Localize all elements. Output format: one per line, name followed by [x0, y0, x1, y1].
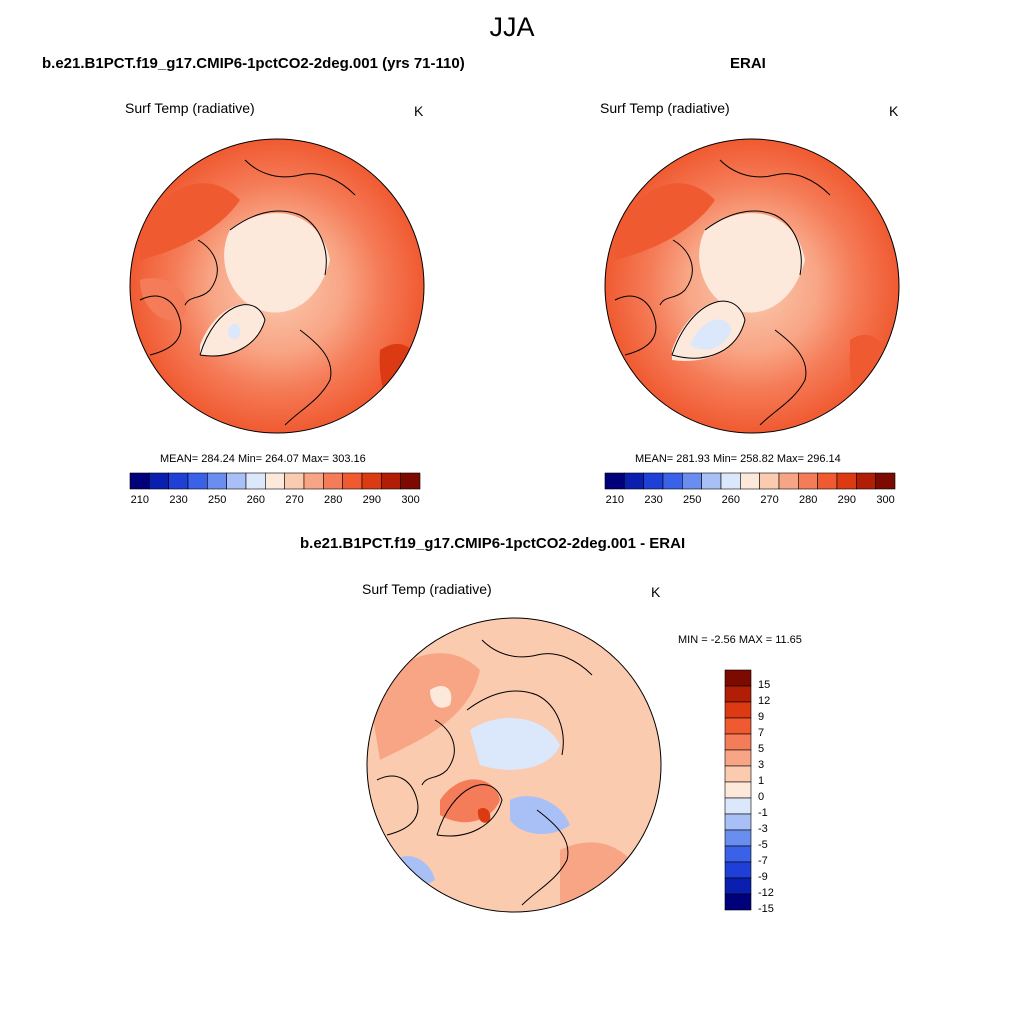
colorbar-tick-label: 260 [246, 494, 266, 506]
colorbar-tick-label: 230 [169, 494, 188, 506]
colorbar-swatch [361, 472, 382, 490]
colorbar-swatch [724, 845, 752, 863]
colorbar-tick-label: 7 [758, 727, 765, 739]
colorbar-swatch [724, 749, 752, 767]
colorbar-swatch [226, 472, 247, 490]
colorbar-tick-label: 280 [799, 494, 818, 506]
colorbar-swatch [724, 669, 752, 687]
colorbar-tick-label: 0 [758, 791, 765, 803]
colorbar-swatch [759, 472, 780, 490]
colorbar-tick-label: 260 [721, 494, 741, 506]
colorbar-swatch [265, 472, 285, 490]
colorbar-swatch [323, 472, 343, 490]
obs-colorbar [604, 472, 896, 490]
colorbar-tick-label: 280 [324, 494, 343, 506]
colorbar-swatch [724, 861, 752, 879]
obs-stats: MEAN= 281.93 Min= 258.82 Max= 296.14 [635, 453, 841, 465]
colorbar-tick-label: 290 [837, 494, 857, 506]
colorbar-swatch [836, 472, 857, 490]
colorbar-swatch [817, 472, 838, 490]
colorbar-swatch [701, 472, 722, 490]
colorbar-swatch [129, 472, 150, 490]
model-variable-label: Surf Temp (radiative) [125, 100, 255, 116]
colorbar-swatch [856, 472, 876, 490]
colorbar-swatch [724, 733, 752, 751]
colorbar-swatch [724, 717, 752, 735]
colorbar-swatch [724, 765, 752, 783]
colorbar-swatch [875, 472, 896, 490]
colorbar-swatch [245, 472, 266, 490]
colorbar-tick-label: 230 [644, 494, 663, 506]
colorbar-tick-label: 300 [401, 494, 420, 506]
colorbar-swatch [724, 829, 752, 847]
diff-units-label: K [651, 584, 661, 600]
colorbar-tick-label: -9 [758, 871, 768, 883]
colorbar-tick-label: 9 [758, 711, 765, 723]
obs-units-label: K [889, 103, 899, 119]
colorbar-swatch [342, 472, 363, 490]
colorbar-tick-label: 250 [683, 494, 702, 506]
colorbar-tick-label: 210 [605, 494, 625, 506]
colorbar-tick-label: -5 [758, 839, 768, 851]
colorbar-swatch [400, 472, 421, 490]
colorbar-swatch [724, 877, 752, 895]
colorbar-tick-label: 12 [758, 695, 771, 707]
colorbar-tick-label: 300 [876, 494, 895, 506]
colorbar-swatch [778, 472, 799, 490]
colorbar-swatch [168, 472, 189, 490]
colorbar-swatch [798, 472, 818, 490]
model-colorbar [129, 472, 421, 490]
colorbar-tick-label: 5 [758, 743, 765, 755]
obs-variable-label: Surf Temp (radiative) [600, 100, 730, 116]
model-panel-title: b.e21.B1PCT.f19_g17.CMIP6-1pctCO2-2deg.0… [42, 55, 465, 72]
diff-panel-title: b.e21.B1PCT.f19_g17.CMIP6-1pctCO2-2deg.0… [300, 535, 686, 552]
colorbar-swatch [724, 813, 752, 831]
colorbar-tick-label: -12 [758, 887, 774, 899]
colorbar-swatch [604, 472, 625, 490]
colorbar-swatch [381, 472, 401, 490]
colorbar-tick-label: 290 [362, 494, 382, 506]
colorbar-swatch [284, 472, 305, 490]
colorbar-swatch [187, 472, 208, 490]
colorbar-swatch [624, 472, 644, 490]
colorbar-tick-label: 270 [285, 494, 304, 506]
colorbar-swatch [720, 472, 741, 490]
colorbar-tick-label: -3 [758, 823, 768, 835]
colorbar-swatch [662, 472, 683, 490]
colorbar-tick-label: -1 [758, 807, 768, 819]
colorbar-swatch [303, 472, 324, 490]
diff-minmax: MIN = -2.56 MAX = 11.65 [678, 634, 802, 646]
colorbar-tick-label: 1 [758, 775, 765, 787]
colorbar-tick-label: 210 [130, 494, 150, 506]
colorbar-swatch [724, 685, 752, 703]
colorbar-swatch [724, 701, 752, 719]
obs-panel-title: ERAI [730, 55, 766, 72]
colorbar-tick-label: 3 [758, 759, 765, 771]
colorbar-swatch [724, 893, 752, 911]
colorbar-swatch [724, 781, 752, 799]
colorbar-tick-label: 250 [208, 494, 227, 506]
colorbar-swatch [740, 472, 760, 490]
colorbar-tick-label: 15 [758, 679, 771, 691]
colorbar-tick-label: 270 [760, 494, 779, 506]
colorbar-swatch [682, 472, 702, 490]
colorbar-swatch [643, 472, 664, 490]
model-stats: MEAN= 284.24 Min= 264.07 Max= 303.16 [160, 453, 366, 465]
diff-variable-label: Surf Temp (radiative) [362, 581, 492, 597]
diff-colorbar [724, 669, 752, 911]
colorbar-swatch [149, 472, 169, 490]
colorbar-swatch [724, 797, 752, 815]
colorbar-tick-label: -15 [758, 903, 774, 915]
model-units-label: K [414, 103, 424, 119]
figure-season-title: JJA [489, 12, 535, 42]
colorbar-swatch [207, 472, 227, 490]
colorbar-tick-label: -7 [758, 855, 768, 867]
